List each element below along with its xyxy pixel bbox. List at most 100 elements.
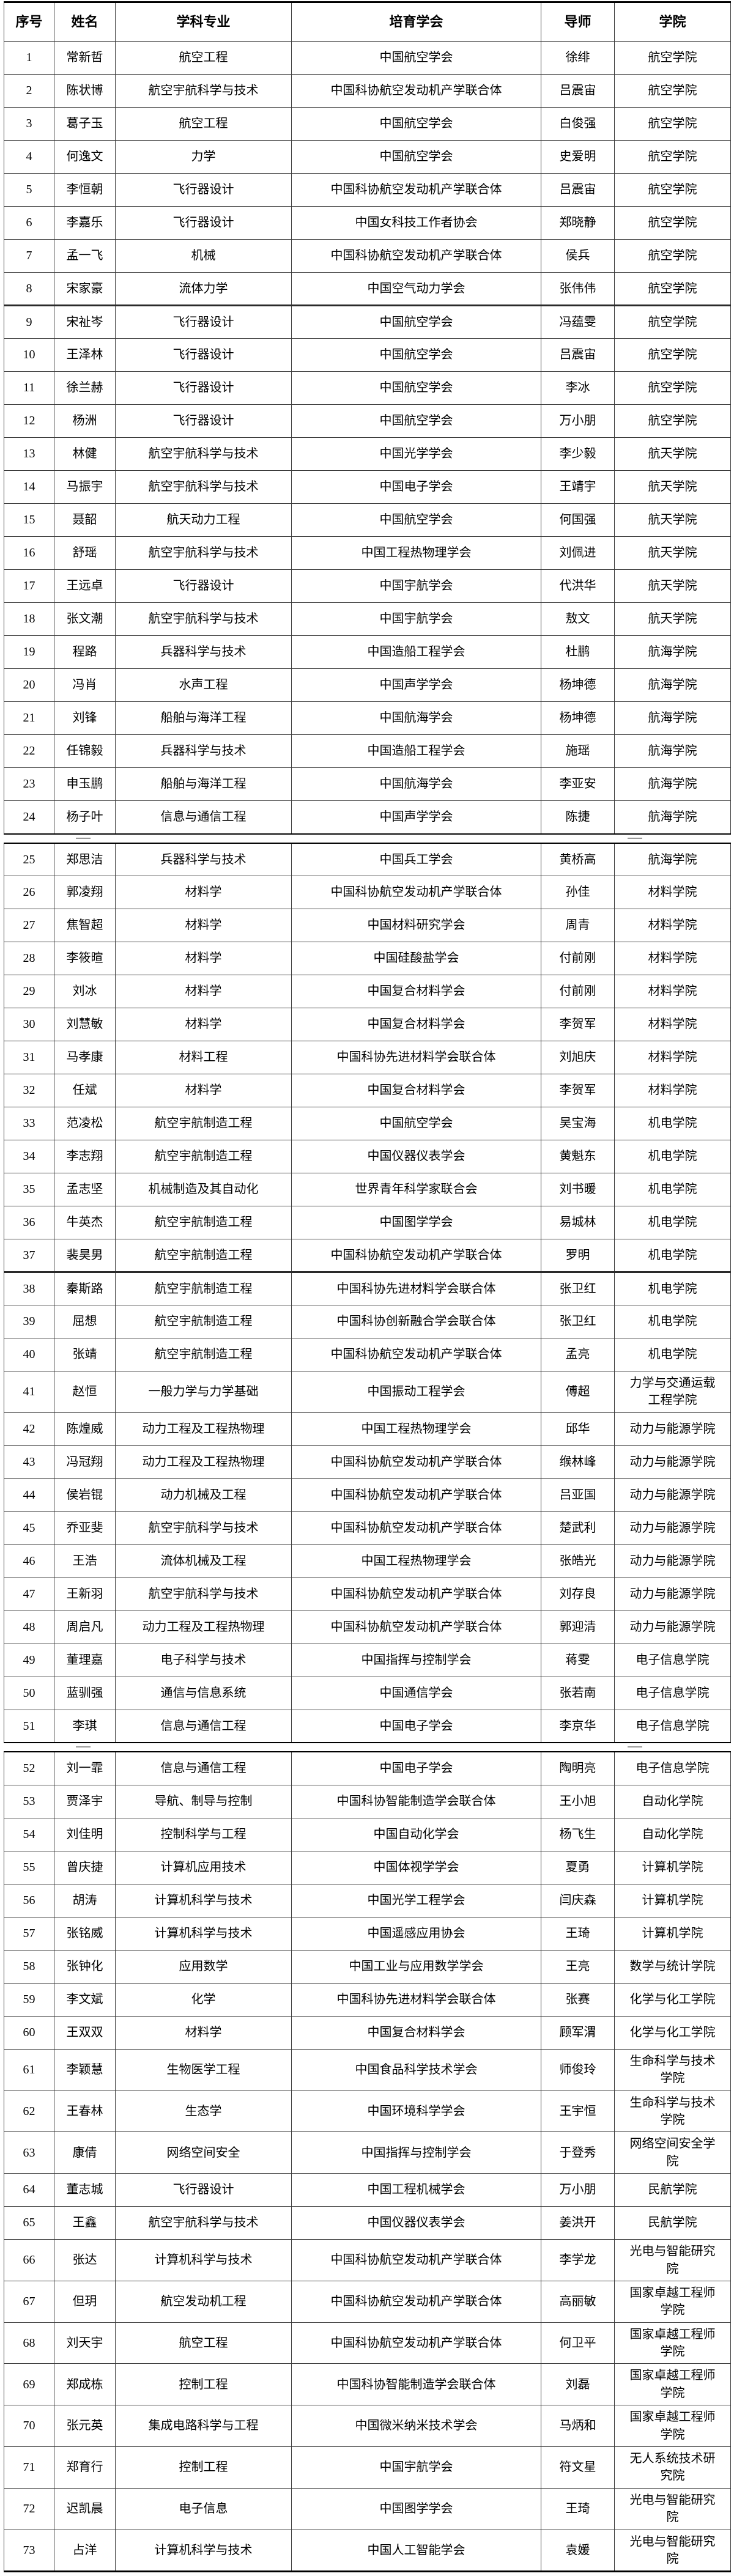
cell-society: 中国科协航空发动机产学联合体 — [291, 1445, 541, 1479]
cell-name: 王远卓 — [54, 569, 116, 603]
cell-society: 中国科协航空发动机产学联合体 — [291, 173, 541, 207]
cell-advisor: 杨坤德 — [541, 701, 615, 735]
cell-major: 飞行器设计 — [115, 338, 292, 372]
cell-society: 中国科协先进材料学会联合体 — [291, 1982, 541, 2017]
cell-society: 中国食品科学技术学会 — [291, 2048, 541, 2091]
cell-college: 机电学院 — [614, 1140, 731, 1173]
table-row: 7 孟一飞 机械 中国科协航空发动机产学联合体 侯兵 航空学院 — [4, 239, 731, 273]
cell-major: 飞行器设计 — [115, 2173, 292, 2207]
cell-advisor: 李少毅 — [541, 437, 615, 471]
cell-major: 控制科学与工程 — [115, 1817, 292, 1851]
cell-college: 航空学院 — [614, 140, 731, 174]
cell-advisor: 刘旭庆 — [541, 1041, 615, 1074]
cell-society: 中国科协航空发动机产学联合体 — [291, 2280, 541, 2323]
cell-index: 64 — [4, 2173, 54, 2207]
cell-index: 54 — [4, 1817, 54, 1851]
table-row: 58 张钟化 应用数学 中国工业与应用数学学会 王亮 数学与统计学院 — [4, 1949, 731, 1984]
cell-college: 化学与化工学院 — [614, 1982, 731, 2017]
cell-college: 机电学院 — [614, 1206, 731, 1239]
cell-major: 力学 — [115, 140, 292, 174]
cell-society: 中国科协创新融合学会联合体 — [291, 1305, 541, 1338]
cell-college: 航空学院 — [614, 206, 731, 240]
cell-major: 航空宇航制造工程 — [115, 1140, 292, 1173]
cell-society: 中国科协先进材料学会联合体 — [291, 1272, 541, 1305]
table-row: 21 刘锋 船舶与海洋工程 中国航海学会 杨坤德 航海学院 — [4, 701, 731, 735]
cell-index: 17 — [4, 569, 54, 603]
cell-society: 中国电子学会 — [291, 1751, 541, 1785]
cell-society: 中国科协航空发动机产学联合体 — [291, 74, 541, 108]
cell-major: 航空宇航制造工程 — [115, 1239, 292, 1273]
header-cell-advisor: 导师 — [541, 2, 615, 42]
cell-index: 22 — [4, 734, 54, 768]
cell-index: 21 — [4, 701, 54, 735]
cell-society: 中国科协航空发动机产学联合体 — [291, 2322, 541, 2364]
table-row: 65 王鑫 航空宇航科学与技术 中国仪器仪表学会 姜洪开 民航学院 — [4, 2206, 731, 2240]
cell-major: 船舶与海洋工程 — [115, 701, 292, 735]
cell-major: 动力工程及工程热物理 — [115, 1610, 292, 1644]
cell-major: 生态学 — [115, 2090, 292, 2133]
cell-major: 计算机科学与技术 — [115, 2239, 292, 2281]
cell-advisor: 姜洪开 — [541, 2206, 615, 2240]
cell-major: 飞行器设计 — [115, 404, 292, 438]
cell-name: 何逸文 — [54, 140, 116, 174]
cell-major: 兵器科学与技术 — [115, 734, 292, 768]
cell-college: 数学与统计学院 — [614, 1949, 731, 1984]
cell-college: 航海学院 — [614, 843, 731, 876]
cell-major: 应用数学 — [115, 1949, 292, 1984]
cell-index: 2 — [4, 74, 54, 108]
table-row: 50 蓝驯强 通信与信息系统 中国通信学会 张若南 电子信息学院 — [4, 1676, 731, 1710]
table-row: 48 周启凡 动力工程及工程热物理 中国科协航空发动机产学联合体 郭迎清 动力与能源学院 — [4, 1610, 731, 1644]
cell-index: 20 — [4, 668, 54, 702]
cell-advisor: 李贺军 — [541, 1074, 615, 1107]
cell-advisor: 顾军渭 — [541, 2015, 615, 2050]
header-cell-society: 培育学会 — [291, 2, 541, 42]
header-row: 序号 姓名 学科专业 培育学会 导师 学院 — [4, 2, 731, 42]
cell-advisor: 孟亮 — [541, 1338, 615, 1371]
cell-college: 航空学院 — [614, 173, 731, 207]
table-row: 1 常新哲 航空工程 中国航空学会 徐绯 航空学院 — [4, 41, 731, 75]
cell-society: 中国电子学会 — [291, 470, 541, 504]
cell-major: 材料学 — [115, 876, 292, 909]
cell-society: 中国科协航空发动机产学联合体 — [291, 1610, 541, 1644]
cell-index: 29 — [4, 975, 54, 1008]
table-row: 71 郑育行 控制工程 中国宇航学会 符文星 无人系统技术研究院 — [4, 2446, 731, 2489]
cell-name: 张钟化 — [54, 1949, 116, 1984]
cell-society: 中国图学学会 — [291, 2487, 541, 2530]
cell-society: 中国复合材料学会 — [291, 1008, 541, 1041]
header-cell-index: 序号 — [4, 2, 54, 42]
cell-major: 航空宇航科学与技术 — [115, 437, 292, 471]
cell-society: 中国航空学会 — [291, 371, 541, 405]
cell-college: 航天学院 — [614, 536, 731, 570]
cell-name: 李文斌 — [54, 1982, 116, 2017]
cell-advisor: 杨坤德 — [541, 668, 615, 702]
cell-society: 中国光学工程学会 — [291, 1883, 541, 1917]
table-row: 66 张达 计算机科学与技术 中国科协航空发动机产学联合体 李学龙 光电与智能研究院 — [4, 2239, 731, 2281]
cell-college: 电子信息学院 — [614, 1676, 731, 1710]
table-row: 12 杨洲 飞行器设计 中国航空学会 万小朋 航空学院 — [4, 404, 731, 438]
cell-college: 网络空间安全学院 — [614, 2131, 731, 2174]
cell-name: 马孝康 — [54, 1041, 116, 1074]
cell-index: 26 — [4, 876, 54, 909]
cell-society: 中国环境科学学会 — [291, 2090, 541, 2133]
cell-major: 生物医学工程 — [115, 2048, 292, 2091]
cell-society: 中国硅酸盐学会 — [291, 942, 541, 975]
cell-index: 5 — [4, 173, 54, 207]
cell-society: 中国女科技工作者协会 — [291, 206, 541, 240]
cell-advisor: 付前刚 — [541, 975, 615, 1008]
cell-index: 23 — [4, 767, 54, 801]
cell-society: 中国工程热物理学会 — [291, 536, 541, 570]
cell-advisor: 罗明 — [541, 1239, 615, 1273]
cell-major: 飞行器设计 — [115, 569, 292, 603]
cell-advisor: 张卫红 — [541, 1305, 615, 1338]
table-row: 73 占洋 计算机科学与技术 中国人工智能学会 袁媛 光电与智能研究院 — [4, 2529, 731, 2572]
cell-index: 6 — [4, 206, 54, 240]
cell-advisor: 吕震宙 — [541, 173, 615, 207]
cell-society: 中国工程热物理学会 — [291, 1544, 541, 1578]
cell-college: 航空学院 — [614, 272, 731, 306]
cell-society: 中国造船工程学会 — [291, 734, 541, 768]
table-page-1: 序号 姓名 学科专业 培育学会 导师 学院 1 常新哲 航空工程 中国航空学会 徐绯 航空学院 2 陈状博… — [4, 1, 731, 835]
cell-major: 材料工程 — [115, 1041, 292, 1074]
cell-name: 孟志坚 — [54, 1173, 116, 1206]
cell-society: 中国人工智能学会 — [291, 2529, 541, 2572]
table-row: 47 王新羽 航空宇航科学与技术 中国科协航空发动机产学联合体 刘存良 动力与能源学院 — [4, 1577, 731, 1611]
